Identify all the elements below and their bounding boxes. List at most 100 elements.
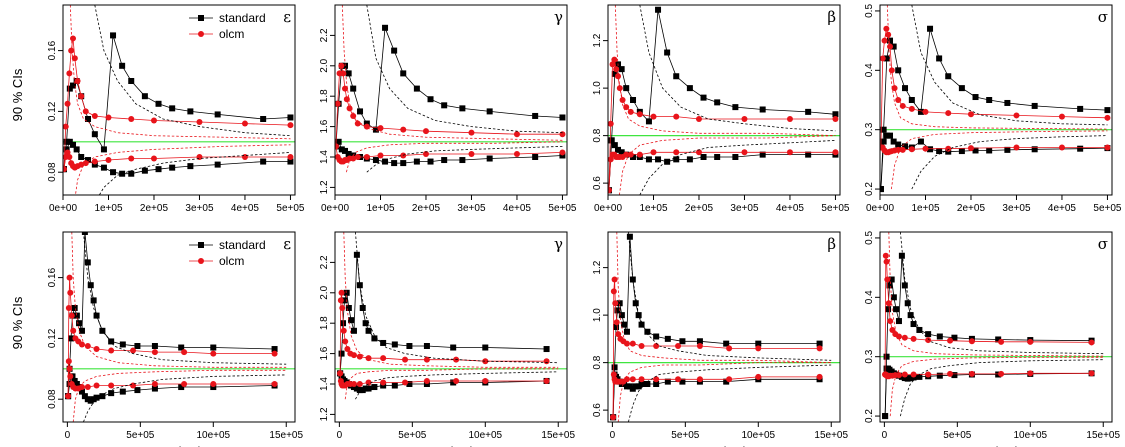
point-olcm bbox=[335, 100, 341, 107]
point-olcm bbox=[342, 338, 349, 345]
point-olcm bbox=[350, 381, 357, 387]
point-standard bbox=[898, 252, 905, 259]
point-olcm bbox=[1088, 339, 1095, 346]
series-olcm-theory-lower-line bbox=[75, 144, 291, 195]
x-tick-label: 4e+05 bbox=[231, 203, 260, 214]
y-tick-label: 2.2 bbox=[319, 28, 330, 42]
point-standard bbox=[342, 147, 349, 154]
y-axis-label-bottom: 90 % CIs bbox=[10, 296, 25, 349]
point-olcm bbox=[638, 376, 645, 383]
point-olcm bbox=[380, 355, 387, 362]
y-tick-label: 1.0 bbox=[592, 308, 603, 322]
point-standard bbox=[700, 94, 707, 101]
series-standard-theory-upper-line bbox=[83, 232, 287, 365]
point-standard bbox=[732, 154, 739, 160]
point-standard bbox=[91, 131, 98, 138]
point-olcm bbox=[339, 305, 346, 311]
point-standard bbox=[936, 333, 943, 340]
point-olcm bbox=[241, 154, 248, 160]
point-standard bbox=[486, 108, 493, 115]
point-olcm bbox=[741, 116, 748, 122]
point-olcm bbox=[350, 352, 357, 359]
series-standard-lower-line bbox=[612, 373, 820, 418]
y-tick-label: 1.0 bbox=[592, 81, 603, 95]
point-standard bbox=[910, 321, 917, 328]
point-standard bbox=[895, 141, 902, 148]
series-olcm-theory-lower-line bbox=[617, 362, 832, 422]
point-standard bbox=[93, 312, 100, 319]
x-tick-label: 5e+05 bbox=[548, 203, 577, 214]
point-standard bbox=[155, 166, 162, 173]
point-standard bbox=[890, 294, 897, 301]
point-olcm bbox=[66, 274, 73, 281]
x-tick-label: 1e+05 bbox=[366, 203, 395, 214]
point-standard bbox=[119, 62, 126, 69]
point-standard bbox=[664, 335, 671, 342]
point-olcm bbox=[482, 358, 489, 365]
plot-area bbox=[337, 232, 559, 400]
y-tick-label: 1.2 bbox=[592, 33, 603, 47]
point-standard bbox=[917, 138, 924, 145]
x-tick-label: 10e+05 bbox=[741, 430, 775, 441]
point-standard bbox=[805, 108, 812, 115]
point-standard bbox=[958, 85, 965, 92]
point-standard bbox=[169, 105, 176, 112]
point-standard bbox=[832, 111, 839, 118]
x-tick-label: 5e+05 bbox=[398, 430, 427, 441]
point-olcm bbox=[422, 128, 429, 135]
legend-label-olcm: olcm bbox=[219, 27, 244, 41]
point-olcm bbox=[945, 145, 952, 152]
point-standard bbox=[78, 388, 85, 395]
point-standard bbox=[664, 378, 671, 385]
point-standard bbox=[986, 147, 993, 154]
point-standard bbox=[78, 154, 85, 160]
point-olcm bbox=[128, 116, 135, 122]
x-tick-label: 0 bbox=[610, 430, 616, 441]
point-standard bbox=[287, 114, 294, 121]
point-standard bbox=[887, 132, 894, 139]
point-standard bbox=[626, 233, 633, 240]
panel-1-2: 0 5e+05 10e+05 15e+05 0.6 0.8 1.0 1.2 β comp. bud… bbox=[592, 231, 849, 447]
point-olcm bbox=[1088, 370, 1095, 377]
point-olcm bbox=[673, 113, 680, 120]
series-standard-theory-lower-line bbox=[911, 135, 1108, 190]
point-standard bbox=[618, 312, 625, 319]
point-standard bbox=[673, 73, 680, 80]
point-standard bbox=[958, 148, 965, 155]
point-standard bbox=[423, 381, 430, 387]
y-tick-label: 0.5 bbox=[864, 231, 875, 245]
point-standard bbox=[338, 146, 345, 153]
point-olcm bbox=[71, 55, 78, 62]
point-standard bbox=[908, 97, 915, 103]
point-olcm bbox=[887, 43, 894, 50]
point-standard bbox=[673, 156, 680, 163]
point-olcm bbox=[93, 382, 100, 389]
point-olcm bbox=[181, 349, 188, 356]
point-olcm bbox=[998, 338, 1005, 345]
point-standard bbox=[986, 97, 993, 103]
point-olcm bbox=[998, 370, 1005, 377]
point-standard bbox=[880, 186, 884, 193]
point-standard bbox=[638, 321, 645, 328]
point-olcm bbox=[895, 146, 902, 153]
point-olcm bbox=[613, 319, 620, 326]
point-standard bbox=[653, 381, 660, 387]
y-tick-label: 0.12 bbox=[47, 328, 58, 348]
point-standard bbox=[664, 158, 671, 165]
point-olcm bbox=[105, 114, 112, 121]
point-olcm bbox=[945, 110, 952, 117]
point-standard bbox=[1077, 105, 1084, 112]
point-olcm bbox=[210, 381, 217, 387]
y-tick-label: 0.3 bbox=[864, 349, 875, 363]
panel-frame bbox=[607, 231, 841, 423]
point-standard bbox=[365, 385, 372, 392]
point-standard bbox=[885, 306, 892, 313]
panel-0-3: 0e+00 1e+05 2e+05 3e+05 4e+05 5e+05 0.2 0.3 0.4 0… bbox=[864, 4, 1122, 214]
panel-1-0: 0 5e+05 10e+05 15e+05 0.08 0.12 0.16 ε comp. bud… bbox=[47, 231, 304, 447]
point-olcm bbox=[108, 382, 115, 389]
point-olcm bbox=[64, 100, 71, 107]
point-olcm bbox=[883, 258, 890, 265]
point-olcm bbox=[1013, 144, 1020, 151]
series-standard-upper-line bbox=[884, 255, 1092, 417]
y-tick-label: 0.08 bbox=[47, 162, 58, 182]
